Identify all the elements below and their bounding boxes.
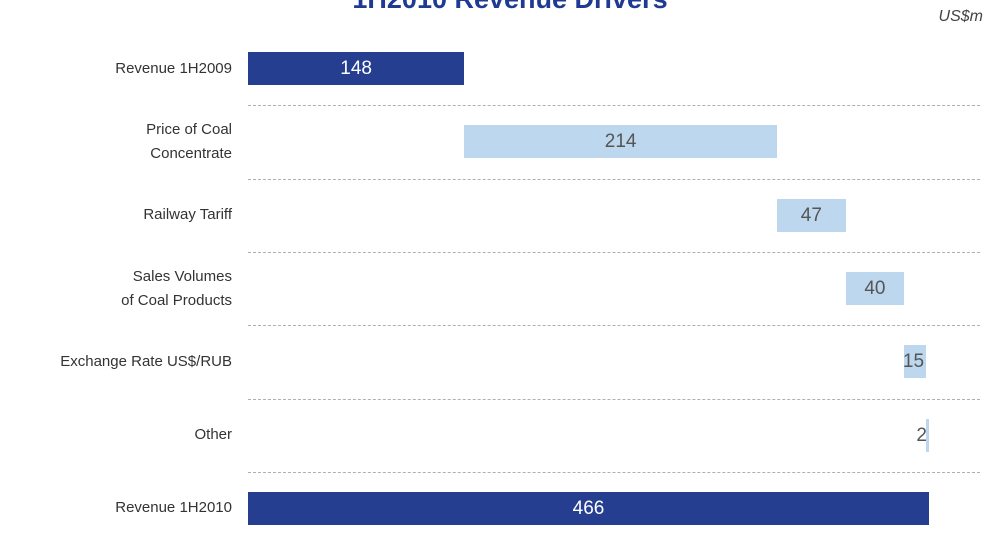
chart-title: 1H2010 Revenue Drivers bbox=[260, 0, 760, 15]
category-label: Exchange Rate US$/RUB bbox=[60, 352, 232, 370]
category-label: Railway Tariff bbox=[143, 206, 232, 224]
category-label: Price of Coal Concentrate bbox=[146, 120, 232, 162]
total-bar bbox=[248, 491, 929, 525]
data-label: 47 bbox=[800, 204, 822, 226]
separator-line bbox=[248, 398, 980, 400]
increase-bar bbox=[926, 418, 929, 452]
data-label: 40 bbox=[864, 278, 886, 300]
increase-bar bbox=[464, 125, 777, 159]
separator-line bbox=[248, 105, 980, 107]
data-label: 15 bbox=[902, 351, 925, 373]
data-label: 214 bbox=[604, 131, 637, 153]
separator-line bbox=[248, 325, 980, 327]
category-label: Revenue 1H2010 bbox=[115, 499, 232, 517]
category-label: Revenue 1H2009 bbox=[115, 59, 232, 77]
category-label: Sales Volumes of Coal Products bbox=[121, 267, 232, 309]
separator-line bbox=[248, 471, 980, 473]
data-label: 466 bbox=[572, 497, 605, 519]
increase-bar bbox=[845, 272, 905, 306]
category-label: Other bbox=[194, 426, 232, 444]
separator-line bbox=[248, 178, 980, 180]
total-bar bbox=[248, 52, 465, 86]
data-label: 2 bbox=[916, 424, 927, 446]
separator-line bbox=[248, 251, 980, 253]
increase-bar bbox=[777, 198, 846, 232]
data-label: 148 bbox=[340, 58, 372, 80]
increase-bar bbox=[904, 345, 927, 379]
unit-label: US$m bbox=[938, 8, 983, 25]
